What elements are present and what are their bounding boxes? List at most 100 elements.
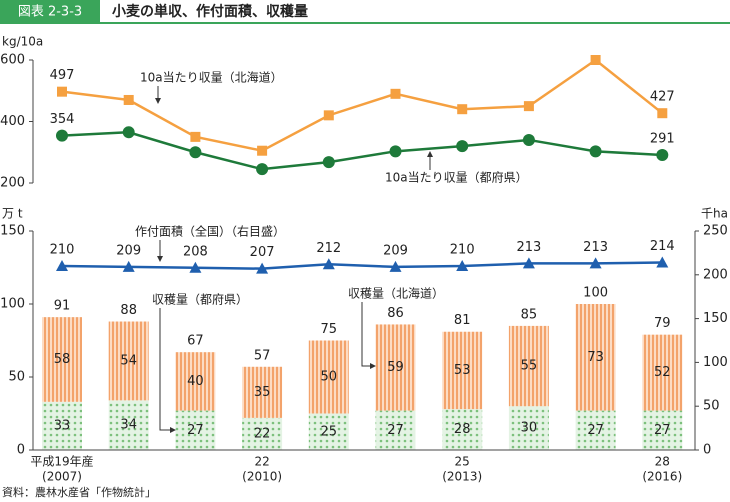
bar-segment <box>575 304 616 411</box>
bar-segment <box>308 340 349 414</box>
point <box>190 131 201 142</box>
point <box>257 145 268 156</box>
x-tick-sublabel: (2016) <box>642 470 682 484</box>
value-label: 212 <box>316 241 341 256</box>
segment-label: 30 <box>521 421 538 436</box>
y-tick-label: 150 <box>0 224 25 239</box>
point <box>523 101 534 112</box>
x-tick-sublabel: (2013) <box>442 470 482 484</box>
total-label: 86 <box>387 306 404 321</box>
y-tick-label: 200 <box>0 176 25 191</box>
bar-segment <box>242 417 283 450</box>
segment-label: 55 <box>521 359 538 374</box>
total-label: 85 <box>521 307 538 322</box>
point <box>323 110 334 121</box>
segment-label: 50 <box>321 370 338 385</box>
y2-tick-label: 200 <box>703 267 728 282</box>
x-tick-sublabel: (2010) <box>242 470 282 484</box>
y-axis-label: 万 t <box>2 207 23 221</box>
bar-segment <box>575 410 616 450</box>
point <box>457 104 468 115</box>
segment-label: 53 <box>454 363 471 378</box>
bar-segment <box>442 331 483 410</box>
segment-label: 27 <box>587 423 604 438</box>
total-label: 88 <box>120 303 137 318</box>
segment-label: 27 <box>387 423 404 438</box>
value-label: 497 <box>50 68 75 83</box>
value-label: 213 <box>516 240 541 255</box>
point <box>56 129 68 142</box>
total-label: 79 <box>654 316 671 331</box>
annotation: 収穫量（北海道） <box>348 286 444 301</box>
value-label: 209 <box>116 243 141 258</box>
y2-axis-label: 千ha <box>701 207 728 221</box>
series-line <box>61 261 663 270</box>
y2-tick-label: 100 <box>703 355 728 370</box>
point <box>322 156 335 169</box>
bar-segment <box>508 406 549 450</box>
annotation-arrow <box>159 308 172 431</box>
point <box>122 126 135 139</box>
arrow-head <box>370 363 376 369</box>
point <box>589 145 602 158</box>
point <box>189 261 202 273</box>
total-label: 100 <box>583 286 608 301</box>
point <box>123 94 134 105</box>
value-label: 427 <box>650 90 675 105</box>
bar-segment <box>175 410 216 450</box>
y2-tick-label: 50 <box>703 399 720 414</box>
value-label: 213 <box>583 240 608 255</box>
bar-segment <box>108 321 149 401</box>
y-tick-label: 50 <box>8 370 25 385</box>
source: 資料：農林水産省「作物統計」 <box>2 485 156 499</box>
point <box>590 55 601 65</box>
value-label: 208 <box>183 244 208 259</box>
value-label: 209 <box>383 243 408 258</box>
y2-tick-label: 150 <box>703 311 728 326</box>
series-line <box>61 131 663 171</box>
segment-label: 58 <box>54 352 71 367</box>
point <box>57 86 67 97</box>
point <box>389 145 402 158</box>
point <box>657 108 668 119</box>
point <box>456 260 469 272</box>
total-label: 57 <box>254 348 271 363</box>
total-label: 75 <box>321 322 338 337</box>
arrow-head <box>155 98 161 104</box>
figure-badge <box>0 0 100 22</box>
annotation: 収穫量（都府県） <box>152 292 248 307</box>
x-tick-sublabel: (2007) <box>42 470 82 484</box>
segment-label: 35 <box>254 385 271 400</box>
bar-segment <box>42 317 82 402</box>
segment-label: 27 <box>654 423 671 438</box>
point <box>390 88 401 99</box>
annotation: 10a当たり収量（都府県） <box>385 170 528 185</box>
segment-label: 33 <box>54 418 71 433</box>
bar-segment <box>442 409 483 450</box>
point <box>589 257 602 269</box>
bar-segment <box>42 401 82 450</box>
segment-label: 59 <box>387 360 404 375</box>
y-tick-label: 400 <box>0 114 25 129</box>
y2-tick-label: 250 <box>703 224 728 239</box>
segment-label: 40 <box>187 374 204 389</box>
total-label: 91 <box>54 299 71 314</box>
point <box>122 260 135 272</box>
arrow-head <box>170 427 176 433</box>
value-label: 210 <box>450 243 475 258</box>
point <box>256 262 269 274</box>
bar-segment <box>375 410 416 450</box>
segment-label: 25 <box>321 424 338 439</box>
y-tick-label: 0 <box>17 443 25 458</box>
arrow-head <box>427 151 433 157</box>
bar-segment <box>108 400 149 450</box>
x-tick-label: 25 <box>455 455 470 469</box>
y2-tick-label: 0 <box>703 443 711 458</box>
point <box>322 258 335 270</box>
annotation: 作付面積（全国）（右目盛） <box>135 224 285 239</box>
point <box>389 260 402 272</box>
bar-segment <box>375 324 416 411</box>
point <box>456 140 469 153</box>
segment-label: 73 <box>587 350 604 365</box>
